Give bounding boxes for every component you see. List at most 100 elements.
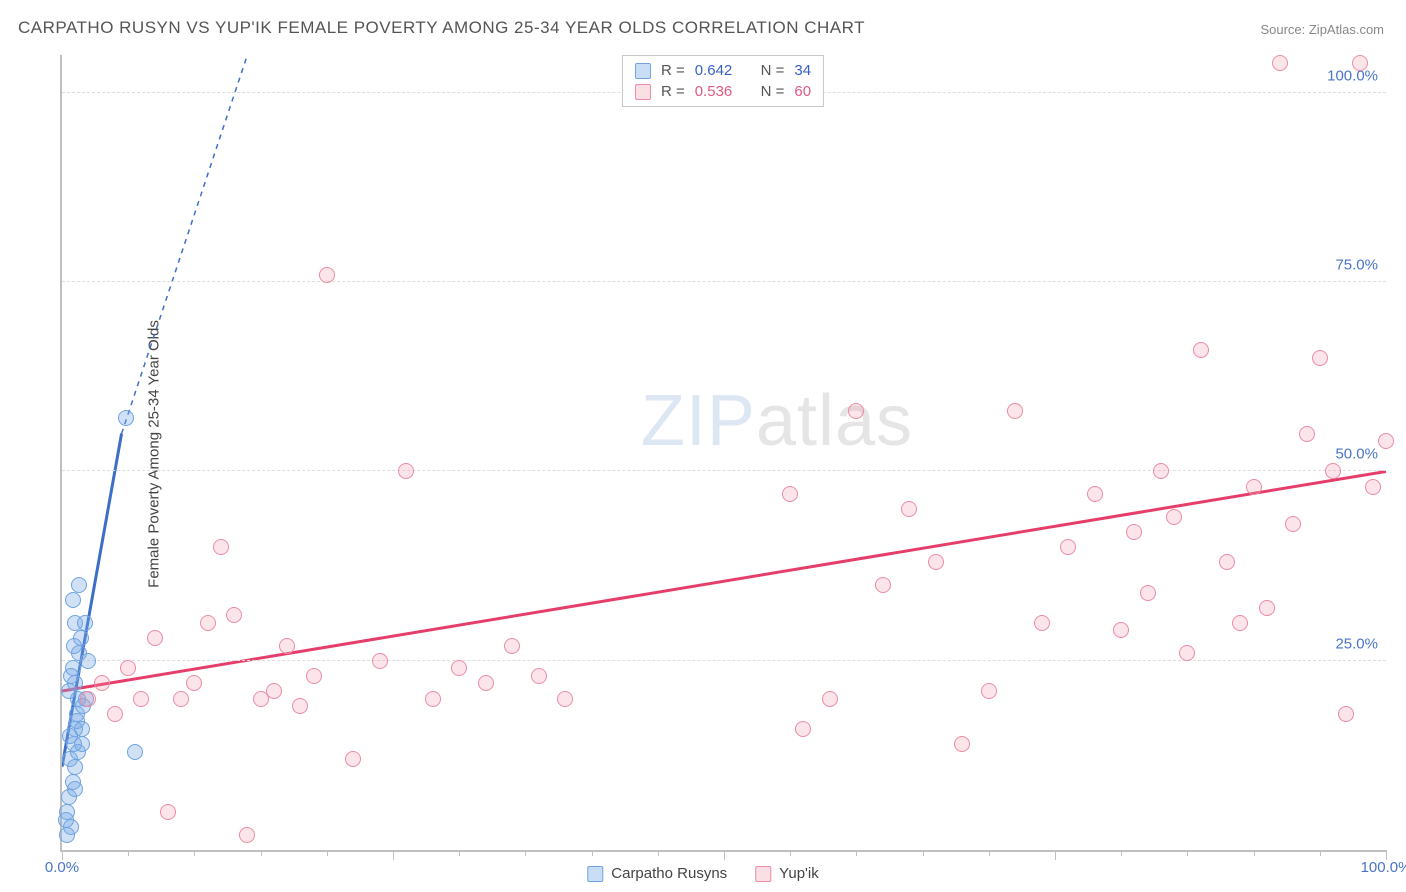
x-minor-tick	[1320, 850, 1321, 856]
x-minor-tick	[1187, 850, 1188, 856]
x-minor-tick	[923, 850, 924, 856]
x-minor-tick	[592, 850, 593, 856]
source-label: Source: ZipAtlas.com	[1260, 22, 1384, 37]
data-point	[1259, 600, 1275, 616]
data-point	[74, 736, 90, 752]
data-point	[66, 638, 82, 654]
chart-area: Female Poverty Among 25-34 Year Olds ZIP…	[60, 55, 1386, 852]
n-value-pink: 60	[794, 83, 811, 100]
data-point	[80, 653, 96, 669]
data-point	[58, 812, 74, 828]
n-value-blue: 34	[794, 62, 811, 79]
data-point	[292, 698, 308, 714]
data-point	[1272, 55, 1288, 71]
data-point	[173, 691, 189, 707]
data-point	[1352, 55, 1368, 71]
data-point	[795, 721, 811, 737]
data-point	[848, 403, 864, 419]
data-point	[1219, 554, 1235, 570]
gridline	[62, 281, 1386, 282]
x-tick	[393, 850, 394, 860]
data-point	[1034, 615, 1050, 631]
data-point	[782, 486, 798, 502]
data-point	[160, 804, 176, 820]
r-value-pink: 0.536	[695, 83, 733, 100]
data-point	[478, 675, 494, 691]
data-point	[186, 675, 202, 691]
trend-line-extension	[122, 55, 248, 434]
data-point	[1113, 622, 1129, 638]
gridline	[62, 470, 1386, 471]
data-point	[928, 554, 944, 570]
data-point	[77, 615, 93, 631]
legend-label-blue: Carpatho Rusyns	[611, 865, 727, 882]
data-point	[557, 691, 573, 707]
data-point	[306, 668, 322, 684]
y-tick-label: 50.0%	[1335, 446, 1378, 463]
x-minor-tick	[790, 850, 791, 856]
n-label: N =	[761, 62, 785, 79]
stats-box: R = 0.642 N = 34 R = 0.536 N = 60	[622, 55, 824, 107]
data-point	[71, 577, 87, 593]
data-point	[1087, 486, 1103, 502]
data-point	[398, 463, 414, 479]
x-minor-tick	[194, 850, 195, 856]
stats-row-blue: R = 0.642 N = 34	[635, 60, 811, 81]
data-point	[1365, 479, 1381, 495]
data-point	[213, 539, 229, 555]
data-point	[147, 630, 163, 646]
data-point	[200, 615, 216, 631]
y-tick-label: 25.0%	[1335, 635, 1378, 652]
data-point	[67, 759, 83, 775]
data-point	[239, 827, 255, 843]
x-minor-tick	[261, 850, 262, 856]
data-point	[1338, 706, 1354, 722]
chart-title: CARPATHO RUSYN VS YUP'IK FEMALE POVERTY …	[18, 18, 865, 38]
data-point	[954, 736, 970, 752]
swatch-pink-icon	[755, 866, 771, 882]
x-minor-tick	[658, 850, 659, 856]
data-point	[1060, 539, 1076, 555]
swatch-blue-icon	[635, 63, 651, 79]
data-point	[266, 683, 282, 699]
r-value-blue: 0.642	[695, 62, 733, 79]
data-point	[67, 781, 83, 797]
legend-item-pink: Yup'ik	[755, 865, 819, 882]
legend-label-pink: Yup'ik	[779, 865, 819, 882]
x-minor-tick	[1254, 850, 1255, 856]
data-point	[1126, 524, 1142, 540]
data-point	[451, 660, 467, 676]
x-tick	[724, 850, 725, 860]
data-point	[118, 410, 134, 426]
watermark-bold: ZIP	[641, 381, 756, 461]
data-point	[1246, 479, 1262, 495]
r-label: R =	[661, 62, 685, 79]
data-point	[94, 675, 110, 691]
r-label: R =	[661, 83, 685, 100]
y-tick-label: 75.0%	[1335, 257, 1378, 274]
x-minor-tick	[525, 850, 526, 856]
x-minor-tick	[989, 850, 990, 856]
data-point	[127, 744, 143, 760]
data-point	[120, 660, 136, 676]
data-point	[1007, 403, 1023, 419]
watermark-thin: atlas	[756, 381, 913, 461]
data-point	[1325, 463, 1341, 479]
watermark: ZIPatlas	[641, 380, 913, 462]
data-point	[133, 691, 149, 707]
data-point	[1140, 585, 1156, 601]
scatter-plot: ZIPatlas 25.0%50.0%75.0%100.0%0.0%100.0%	[60, 55, 1386, 852]
x-tick-label: 100.0%	[1361, 859, 1406, 876]
x-minor-tick	[128, 850, 129, 856]
data-point	[1193, 342, 1209, 358]
swatch-pink-icon	[635, 84, 651, 100]
n-label: N =	[761, 83, 785, 100]
data-point	[1312, 350, 1328, 366]
data-point	[425, 691, 441, 707]
data-point	[981, 683, 997, 699]
data-point	[1285, 516, 1301, 532]
trend-lines	[62, 55, 1386, 850]
bottom-legend: Carpatho Rusyns Yup'ik	[587, 865, 818, 882]
data-point	[59, 827, 75, 843]
data-point	[901, 501, 917, 517]
